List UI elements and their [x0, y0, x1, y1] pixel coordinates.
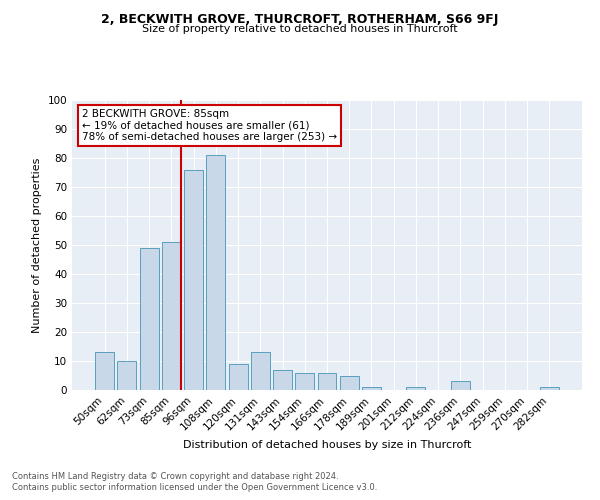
Bar: [362, 387, 381, 390]
Bar: [95, 352, 114, 390]
Text: 2 BECKWITH GROVE: 85sqm
← 19% of detached houses are smaller (61)
78% of semi-de: 2 BECKWITH GROVE: 85sqm ← 19% of detache…: [82, 108, 337, 142]
Text: 2, BECKWITH GROVE, THURCROFT, ROTHERHAM, S66 9FJ: 2, BECKWITH GROVE, THURCROFT, ROTHERHAM,…: [101, 12, 499, 26]
Bar: [406, 387, 425, 390]
Y-axis label: Number of detached properties: Number of detached properties: [32, 158, 42, 332]
Text: Size of property relative to detached houses in Thurcroft: Size of property relative to detached ho…: [142, 24, 458, 34]
X-axis label: Distribution of detached houses by size in Thurcroft: Distribution of detached houses by size …: [183, 440, 471, 450]
Bar: [540, 387, 559, 390]
Bar: [251, 352, 270, 390]
Text: Contains HM Land Registry data © Crown copyright and database right 2024.: Contains HM Land Registry data © Crown c…: [12, 472, 338, 481]
Bar: [206, 155, 225, 390]
Bar: [317, 372, 337, 390]
Bar: [295, 372, 314, 390]
Bar: [140, 248, 158, 390]
Bar: [184, 170, 203, 390]
Text: Contains public sector information licensed under the Open Government Licence v3: Contains public sector information licen…: [12, 484, 377, 492]
Bar: [273, 370, 292, 390]
Bar: [229, 364, 248, 390]
Bar: [118, 361, 136, 390]
Bar: [162, 242, 181, 390]
Bar: [340, 376, 359, 390]
Bar: [451, 382, 470, 390]
